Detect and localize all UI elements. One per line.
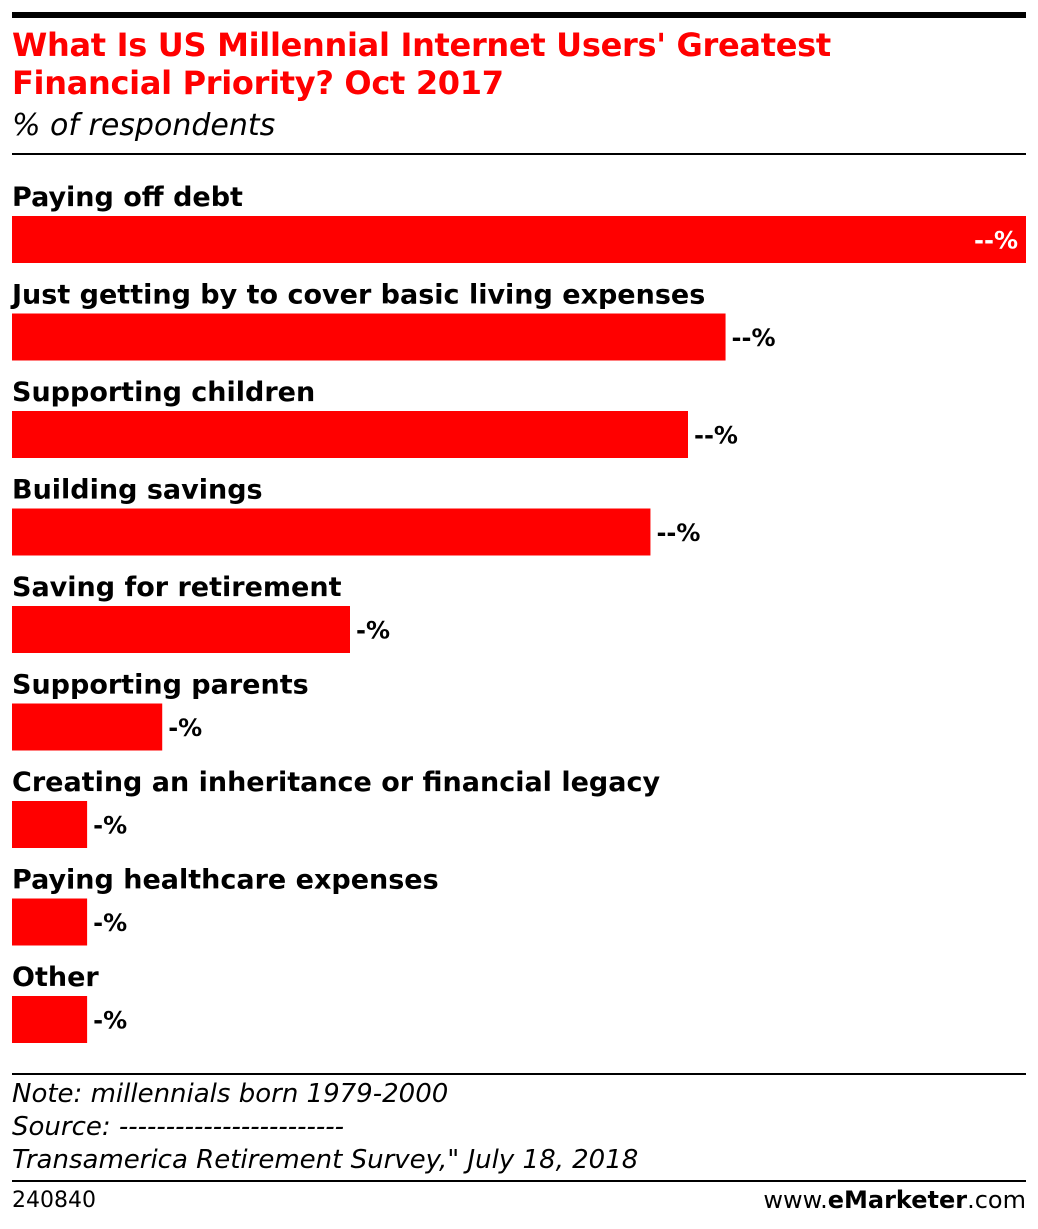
category-label: Saving for retirement [12,572,342,603]
source-detail-text: Transamerica Retirement Survey," July 18… [12,1145,639,1175]
top-rule [12,12,1026,18]
value-label: --% [732,324,776,352]
value-label: --% [656,519,700,547]
chart-title-line-1: What Is US Millennial Internet Users' Gr… [12,26,831,64]
bar [12,606,350,653]
chart-title: What Is US Millennial Internet Users' Gr… [12,26,1022,102]
header-divider [12,153,1026,155]
bar [12,216,1026,263]
value-label: -% [93,812,127,840]
bar [12,508,651,556]
chart-subtitle: % of respondents [12,108,276,143]
bar [12,898,88,946]
brand-prefix: www. [763,1186,828,1214]
bottom-divider [12,1180,1026,1182]
category-label: Supporting parents [12,670,309,701]
footnotes: Note: millennials born 1979-2000 Source:… [12,1078,638,1177]
value-label: --% [694,422,738,450]
brand-suffix: .com [967,1186,1026,1214]
category-label: Paying healthcare expenses [12,865,439,896]
category-label: Other [12,962,99,993]
value-label: -% [93,909,127,937]
chart-id: 240840 [12,1188,96,1213]
category-label: Supporting children [12,377,315,408]
bar [12,411,688,458]
emarketer-logo: www.eMarketer.com [763,1186,1026,1214]
brand-name: eMarketer [827,1186,968,1214]
value-label: -% [356,617,390,645]
footer-divider [12,1073,1026,1075]
category-label: Building savings [12,475,263,506]
chart-title-line-2: Financial Priority? Oct 2017 [12,64,504,102]
bar [12,313,726,361]
value-label: -% [168,714,202,742]
bar [12,996,88,1043]
value-label: --% [974,227,1018,255]
category-label: Just getting by to cover basic living ex… [10,280,705,311]
value-label: -% [93,1007,127,1035]
category-label: Paying off debt [12,182,243,213]
bar [12,801,88,848]
bar [12,703,163,751]
note-text: Note: millennials born 1979-2000 [12,1079,449,1109]
category-label: Creating an inheritance or financial leg… [12,767,660,798]
source-text: Source: ------------------------ [12,1112,345,1142]
